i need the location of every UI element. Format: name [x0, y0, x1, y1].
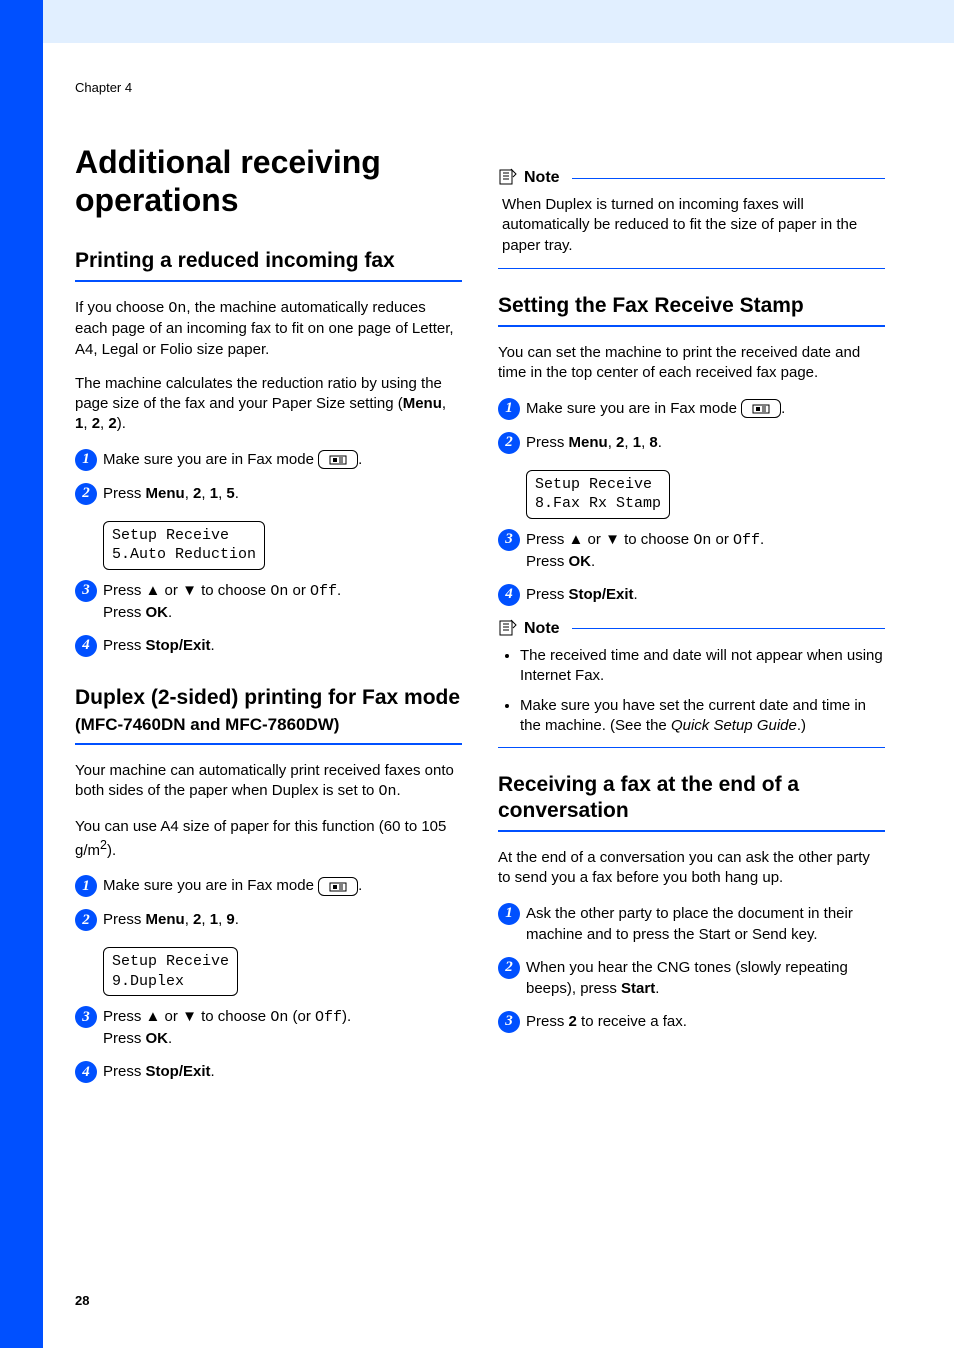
fax-icon — [318, 450, 358, 469]
fax-icon — [741, 399, 781, 418]
paragraph: Your machine can automatically print rec… — [75, 761, 462, 803]
page-number: 28 — [75, 1293, 89, 1308]
main-heading: Additional receiving operations — [75, 143, 462, 220]
content-area: Chapter 4 Additional receiving operation… — [75, 80, 885, 1095]
step-number-icon: 3 — [498, 1011, 520, 1033]
note-label: Note — [524, 169, 560, 187]
note-body: When Duplex is turned on incoming faxes … — [498, 195, 885, 256]
step-number-icon: 1 — [75, 449, 97, 471]
step-number-icon: 1 — [498, 903, 520, 925]
section-conversation-title: Receiving a fax at the end of a conversa… — [498, 772, 885, 825]
page: Chapter 4 Additional receiving operation… — [0, 0, 954, 1348]
step-1: 1 Make sure you are in Fax mode . — [498, 398, 885, 420]
step-number-icon: 2 — [75, 909, 97, 931]
step-2: 2 Press Menu, 2, 1, 5. — [75, 483, 462, 505]
paragraph: If you choose On, the machine automatica… — [75, 298, 462, 360]
paragraph: The machine calculates the reduction rat… — [75, 374, 462, 435]
lcd-display: Setup Receive 9.Duplex — [103, 947, 238, 996]
note-rule — [572, 178, 885, 179]
step-number-icon: 1 — [498, 398, 520, 420]
section-duplex-title: Duplex (2-sided) printing for Fax mode (… — [75, 685, 462, 738]
note-rule-bottom — [498, 747, 885, 748]
note-list-item: Make sure you have set the current date … — [520, 696, 885, 737]
step-4: 4 Press Stop/Exit. — [75, 1061, 462, 1083]
step-number-icon: 2 — [498, 432, 520, 454]
step-2: 2 Press Menu, 2, 1, 9. — [75, 909, 462, 931]
step-2: 2 Press Menu, 2, 1, 8. — [498, 432, 885, 454]
step-1: 1 Make sure you are in Fax mode . — [75, 875, 462, 897]
paragraph: At the end of a conversation you can ask… — [498, 848, 885, 889]
chapter-label: Chapter 4 — [75, 80, 885, 95]
section-printing-title: Printing a reduced incoming fax — [75, 248, 462, 274]
lcd-display: Setup Receive 8.Fax Rx Stamp — [526, 470, 670, 519]
step-3: 3 Press ▲ or ▼ to choose On or Off.Press… — [75, 580, 462, 623]
note-rule — [572, 628, 885, 629]
section-rule — [498, 830, 885, 832]
note-header: Note — [498, 618, 885, 640]
right-column: Note When Duplex is turned on incoming f… — [498, 143, 885, 1095]
step-number-icon: 4 — [75, 635, 97, 657]
note-label: Note — [524, 620, 560, 638]
step-number-icon: 4 — [498, 584, 520, 606]
paragraph: You can use A4 size of paper for this fu… — [75, 817, 462, 862]
fax-icon — [318, 877, 358, 896]
step-number-icon: 3 — [498, 529, 520, 551]
step-number-icon: 3 — [75, 580, 97, 602]
step-1: 1 Make sure you are in Fax mode . — [75, 449, 462, 471]
step-number-icon: 2 — [498, 957, 520, 979]
step-number-icon: 4 — [75, 1061, 97, 1083]
note-icon — [498, 618, 518, 640]
corner-blue-block — [0, 0, 43, 43]
left-blue-band — [0, 0, 43, 1348]
section-rule — [75, 743, 462, 745]
note-rule-bottom — [498, 268, 885, 269]
step-number-icon: 2 — [75, 483, 97, 505]
section-rule — [75, 280, 462, 282]
step-4: 4 Press Stop/Exit. — [75, 635, 462, 657]
step-3: 3 Press ▲ or ▼ to choose On or Off.Press… — [498, 529, 885, 572]
step-number-icon: 1 — [75, 875, 97, 897]
note-icon — [498, 167, 518, 189]
note-header: Note — [498, 167, 885, 189]
code-on: On — [168, 300, 186, 317]
top-blue-band — [0, 0, 954, 43]
step-1: 1 Ask the other party to place the docum… — [498, 903, 885, 945]
paragraph: You can set the machine to print the rec… — [498, 343, 885, 384]
step-3: 3 Press ▲ or ▼ to choose On (or Off).Pre… — [75, 1006, 462, 1049]
section-rule — [498, 325, 885, 327]
lcd-display: Setup Receive 5.Auto Reduction — [103, 521, 265, 570]
step-3: 3 Press 2 to receive a fax. — [498, 1011, 885, 1033]
note-list: The received time and date will not appe… — [498, 646, 885, 737]
left-column: Additional receiving operations Printing… — [75, 143, 462, 1095]
note-list-item: The received time and date will not appe… — [520, 646, 885, 687]
step-2: 2 When you hear the CNG tones (slowly re… — [498, 957, 885, 999]
section-stamp-title: Setting the Fax Receive Stamp — [498, 293, 885, 319]
step-4: 4 Press Stop/Exit. — [498, 584, 885, 606]
step-number-icon: 3 — [75, 1006, 97, 1028]
